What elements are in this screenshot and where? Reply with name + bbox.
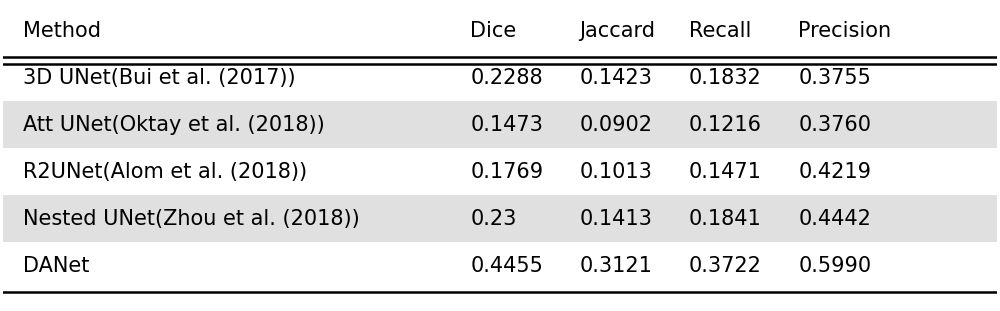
Text: 0.1423: 0.1423 (580, 68, 652, 88)
Text: 0.1769: 0.1769 (470, 162, 543, 182)
Text: Att UNet(Oktay et al. (2018)): Att UNet(Oktay et al. (2018)) (23, 115, 324, 135)
FancyBboxPatch shape (3, 195, 997, 243)
Text: Jaccard: Jaccard (580, 21, 656, 41)
Text: 0.4442: 0.4442 (798, 209, 871, 229)
Text: 0.1832: 0.1832 (689, 68, 762, 88)
Text: 0.0902: 0.0902 (580, 115, 653, 135)
Text: Nested UNet(Zhou et al. (2018)): Nested UNet(Zhou et al. (2018)) (23, 209, 359, 229)
Text: DANet: DANet (23, 256, 89, 276)
Text: 0.3760: 0.3760 (798, 115, 871, 135)
Text: Precision: Precision (798, 21, 891, 41)
Text: 0.2288: 0.2288 (470, 68, 543, 88)
Text: 3D UNet(Bui et al. (2017)): 3D UNet(Bui et al. (2017)) (23, 68, 295, 88)
Text: 0.3121: 0.3121 (580, 256, 652, 276)
Text: 0.1841: 0.1841 (689, 209, 762, 229)
Text: 0.3755: 0.3755 (798, 68, 871, 88)
Text: 0.3722: 0.3722 (689, 256, 762, 276)
Text: Method: Method (23, 21, 101, 41)
FancyBboxPatch shape (3, 101, 997, 148)
Text: Dice: Dice (470, 21, 516, 41)
Text: 0.1216: 0.1216 (689, 115, 762, 135)
Text: R2UNet(Alom et al. (2018)): R2UNet(Alom et al. (2018)) (23, 162, 307, 182)
Text: 0.23: 0.23 (470, 209, 517, 229)
Text: 0.1013: 0.1013 (580, 162, 652, 182)
Text: 0.4455: 0.4455 (470, 256, 543, 276)
Text: Recall: Recall (689, 21, 751, 41)
Text: 0.1471: 0.1471 (689, 162, 762, 182)
Text: 0.4219: 0.4219 (798, 162, 871, 182)
Text: 0.1413: 0.1413 (580, 209, 652, 229)
Text: 0.5990: 0.5990 (798, 256, 871, 276)
Text: 0.1473: 0.1473 (470, 115, 543, 135)
